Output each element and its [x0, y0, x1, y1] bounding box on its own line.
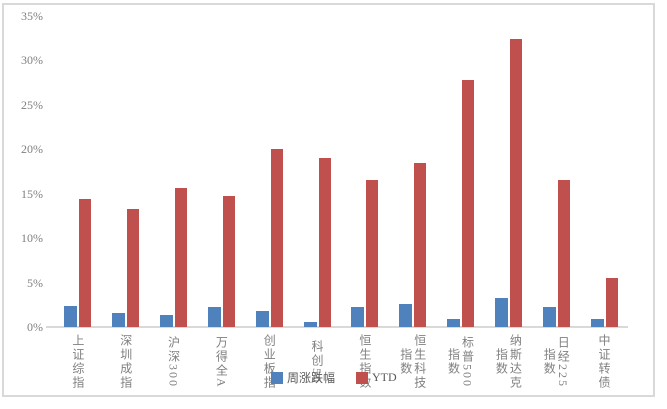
category-slot: 纳斯达克指数: [484, 333, 532, 395]
category-slot: 沪深300: [150, 333, 198, 395]
bar-ytd: [270, 149, 283, 327]
y-tick-label: 5%: [27, 275, 43, 290]
bar-weekly: [447, 319, 461, 327]
category-slot: 万得全A: [197, 333, 245, 395]
category-slot: 深圳成指: [102, 333, 150, 395]
bar-ytd: [414, 162, 427, 327]
bar-weekly: [590, 319, 604, 327]
y-axis: 0% 5% 10% 15% 20% 25% 30% 35%: [0, 0, 46, 409]
bar-group: [150, 16, 198, 327]
bar-group: [532, 16, 580, 327]
bar-weekly: [112, 312, 126, 327]
category-label: 沪深300: [166, 336, 181, 388]
y-tick-label: 15%: [21, 186, 43, 201]
bar-group: [580, 16, 628, 327]
category-slot: 科创50: [293, 333, 341, 395]
category-slot: 上证综指: [54, 333, 102, 395]
bar-weekly: [542, 306, 556, 327]
bar-group: [54, 16, 102, 327]
category-label: 恒生科技指数: [398, 334, 427, 390]
bar-group: [293, 16, 341, 327]
bar-ytd: [509, 39, 522, 327]
category-label: 深圳成指: [118, 334, 133, 390]
bar-ytd: [222, 195, 235, 327]
bar-group: [245, 16, 293, 327]
category-slot: 恒生科技指数: [389, 333, 437, 395]
bar-weekly: [207, 306, 221, 327]
bar-weekly: [255, 311, 269, 327]
bar-group: [102, 16, 150, 327]
bar-weekly: [64, 305, 78, 327]
category-label: 标普500指数: [446, 336, 475, 388]
category-label: 上证综指: [70, 334, 85, 390]
bar-group: [341, 16, 389, 327]
legend-label: 周涨跌幅: [287, 371, 336, 385]
y-tick-label: 25%: [21, 97, 43, 112]
y-tick-label: 0%: [27, 320, 43, 334]
bar-ytd: [366, 180, 379, 327]
bar-ytd: [127, 208, 140, 327]
y-tick-label: 10%: [21, 231, 43, 246]
legend-marker-icon: [271, 371, 283, 384]
bar-weekly: [160, 314, 174, 327]
x-axis-line: [46, 326, 628, 328]
category-label: 科创50: [310, 340, 325, 384]
bar-weekly: [351, 307, 365, 327]
bar-group: [484, 16, 532, 327]
y-tick-label: 20%: [21, 142, 43, 157]
legend: 周涨跌幅 YTD: [271, 369, 397, 386]
category-label: 日经225指数: [542, 336, 571, 388]
category-slot: 标普500指数: [437, 333, 485, 395]
bar-ytd: [318, 158, 331, 327]
bar-ytd: [605, 278, 618, 327]
category-slot: 中证转债: [580, 333, 628, 395]
category-label: 纳斯达克指数: [494, 334, 523, 390]
bar-group: [389, 16, 437, 327]
bar-weekly: [399, 303, 413, 327]
legend-label: YTD: [372, 370, 397, 384]
legend-marker-icon: [356, 371, 369, 384]
category-label: 中证转债: [597, 334, 612, 390]
bar-ytd: [462, 79, 475, 327]
y-tick-label: 30%: [21, 53, 43, 68]
bar-ytd: [175, 187, 188, 327]
legend-item: YTD: [356, 370, 397, 385]
category-slot: 日经225指数: [532, 333, 580, 395]
bar-group: [437, 16, 485, 327]
bar-ytd: [79, 199, 92, 327]
bar-weekly: [303, 321, 317, 327]
bar-group: [197, 16, 245, 327]
plot-area: [54, 16, 628, 327]
y-tick-label: 35%: [21, 9, 43, 23]
category-label: 万得全A: [214, 335, 229, 389]
bar-ytd: [557, 179, 570, 327]
x-axis-labels: 上证综指 深圳成指 沪深300 万得全A 创业板指 科创50 恒生指数 恒生科技指数 标普500…: [54, 333, 628, 395]
bar-weekly: [494, 297, 508, 327]
legend-item: 周涨跌幅: [271, 369, 335, 386]
